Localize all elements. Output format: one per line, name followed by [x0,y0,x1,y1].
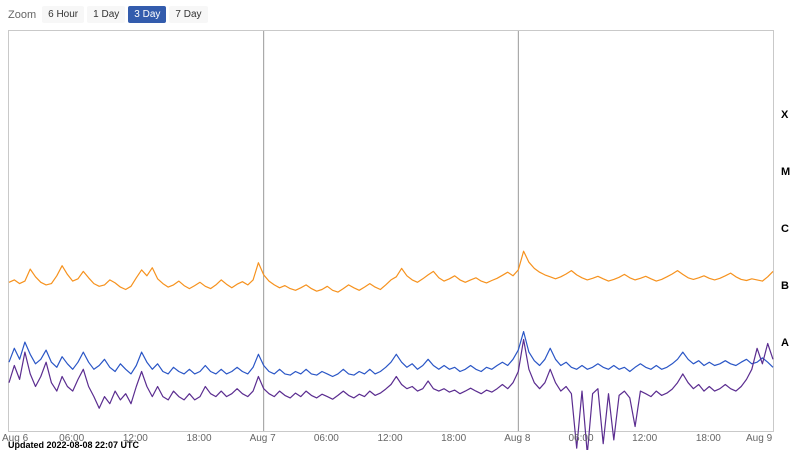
xaxis-tick-label: 12:00 [122,433,148,444]
flux-series-blue [8,331,774,378]
zoom-7day-button[interactable]: 7 Day [169,6,208,23]
xaxis-tick-label: Aug 8 [504,433,531,444]
zoom-3day-button[interactable]: 3 Day [128,6,167,23]
zoom-label: Zoom [8,8,37,21]
xaxis-tick-label: Aug 6 [2,433,29,444]
xaxis-tick-label: 18:00 [186,433,212,444]
updated-timestamp: Updated 2022-08-08 22:07 UTC [8,440,140,450]
plot-area[interactable] [8,30,774,450]
xaxis-tick-label: 06:00 [59,433,85,444]
xaxis-tick-label: 12:00 [632,433,658,444]
yaxis-class-label-B: B [781,280,789,293]
xaxis-tick-label: Aug 7 [249,433,276,444]
flux-series-purple [8,338,774,450]
zoom-toolbar: Zoom 6 Hour 1 Day 3 Day 7 Day [8,6,208,23]
xaxis-tick-label: 06:00 [313,433,339,444]
chart-canvas [8,31,774,450]
xaxis-tick-label: 06:00 [568,433,594,444]
zoom-6hour-button[interactable]: 6 Hour [42,6,85,23]
xaxis-tick-label: 18:00 [695,433,721,444]
yaxis-class-label-A: A [781,337,789,350]
xaxis-tick-label: 18:00 [441,433,467,444]
zoom-1day-button[interactable]: 1 Day [87,6,126,23]
yaxis-class-label-M: M [781,165,791,178]
xaxis-tick-label: 12:00 [377,433,403,444]
yaxis-class-label-X: X [781,108,789,121]
flux-series-orange [8,250,774,293]
yaxis-class-label-C: C [781,223,789,236]
xaxis-tick-label: Aug 9 [746,433,773,444]
